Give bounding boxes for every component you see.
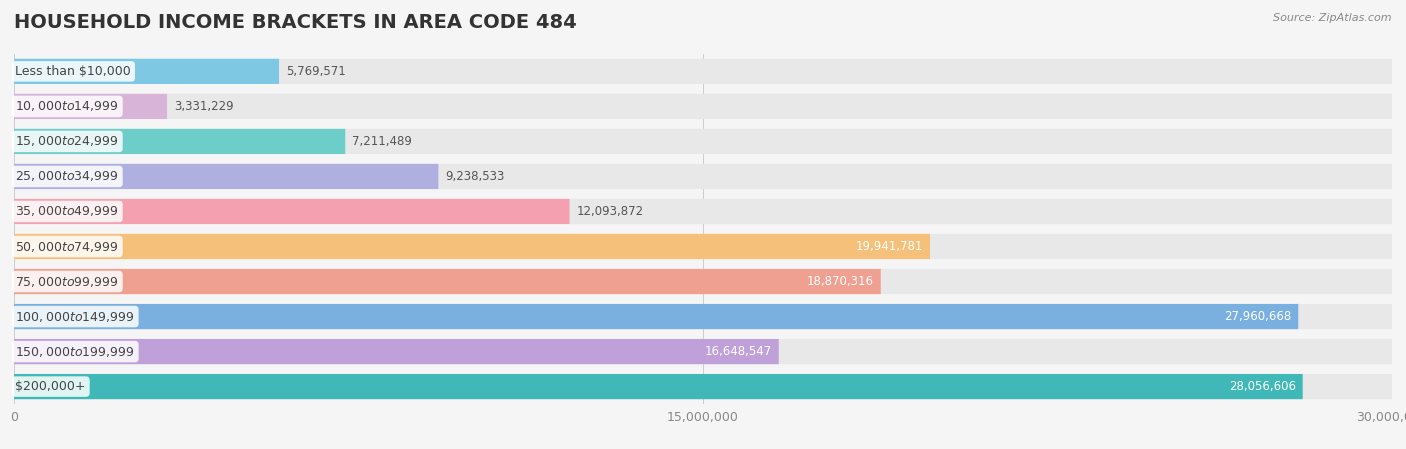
FancyBboxPatch shape bbox=[14, 129, 1392, 154]
FancyBboxPatch shape bbox=[14, 94, 1392, 119]
FancyBboxPatch shape bbox=[14, 129, 346, 154]
FancyBboxPatch shape bbox=[14, 374, 1303, 399]
FancyBboxPatch shape bbox=[14, 59, 1392, 84]
Text: 19,941,781: 19,941,781 bbox=[856, 240, 924, 253]
FancyBboxPatch shape bbox=[14, 59, 278, 84]
FancyBboxPatch shape bbox=[14, 234, 929, 259]
Text: 7,211,489: 7,211,489 bbox=[352, 135, 412, 148]
Text: HOUSEHOLD INCOME BRACKETS IN AREA CODE 484: HOUSEHOLD INCOME BRACKETS IN AREA CODE 4… bbox=[14, 13, 576, 32]
Text: 3,331,229: 3,331,229 bbox=[174, 100, 233, 113]
Text: $200,000+: $200,000+ bbox=[15, 380, 86, 393]
Text: $15,000 to $24,999: $15,000 to $24,999 bbox=[15, 134, 120, 149]
Text: 9,238,533: 9,238,533 bbox=[446, 170, 505, 183]
Text: 27,960,668: 27,960,668 bbox=[1225, 310, 1291, 323]
Text: Less than $10,000: Less than $10,000 bbox=[15, 65, 131, 78]
FancyBboxPatch shape bbox=[14, 339, 779, 364]
FancyBboxPatch shape bbox=[14, 164, 1392, 189]
Text: $10,000 to $14,999: $10,000 to $14,999 bbox=[15, 99, 120, 114]
FancyBboxPatch shape bbox=[14, 164, 439, 189]
FancyBboxPatch shape bbox=[14, 199, 1392, 224]
Text: $100,000 to $149,999: $100,000 to $149,999 bbox=[15, 309, 135, 324]
Text: $25,000 to $34,999: $25,000 to $34,999 bbox=[15, 169, 120, 184]
FancyBboxPatch shape bbox=[14, 304, 1392, 329]
Text: 12,093,872: 12,093,872 bbox=[576, 205, 644, 218]
Text: Source: ZipAtlas.com: Source: ZipAtlas.com bbox=[1274, 13, 1392, 23]
FancyBboxPatch shape bbox=[14, 199, 569, 224]
FancyBboxPatch shape bbox=[14, 374, 1392, 399]
Text: $35,000 to $49,999: $35,000 to $49,999 bbox=[15, 204, 120, 219]
Text: 5,769,571: 5,769,571 bbox=[285, 65, 346, 78]
FancyBboxPatch shape bbox=[14, 94, 167, 119]
FancyBboxPatch shape bbox=[14, 234, 1392, 259]
FancyBboxPatch shape bbox=[14, 269, 1392, 294]
Text: $150,000 to $199,999: $150,000 to $199,999 bbox=[15, 344, 135, 359]
FancyBboxPatch shape bbox=[14, 304, 1298, 329]
Text: $75,000 to $99,999: $75,000 to $99,999 bbox=[15, 274, 120, 289]
FancyBboxPatch shape bbox=[14, 269, 880, 294]
Text: 28,056,606: 28,056,606 bbox=[1229, 380, 1296, 393]
Text: $50,000 to $74,999: $50,000 to $74,999 bbox=[15, 239, 120, 254]
Text: 16,648,547: 16,648,547 bbox=[704, 345, 772, 358]
FancyBboxPatch shape bbox=[14, 339, 1392, 364]
Text: 18,870,316: 18,870,316 bbox=[807, 275, 875, 288]
